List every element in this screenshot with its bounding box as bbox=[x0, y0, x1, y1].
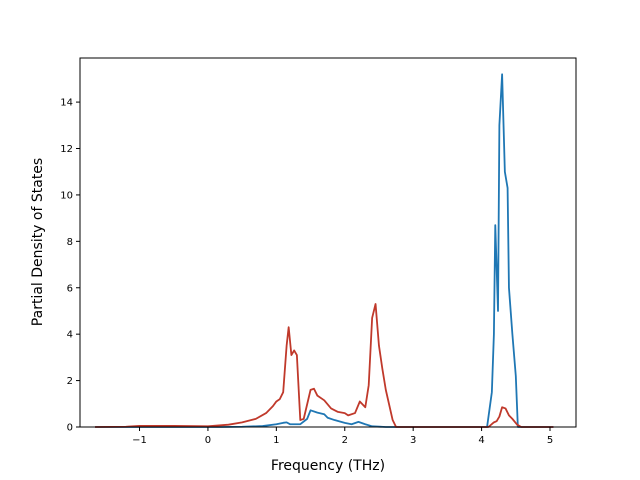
x-tick-label: 5 bbox=[547, 435, 553, 446]
y-tick-label: 12 bbox=[60, 144, 73, 155]
y-tick-label: 6 bbox=[67, 283, 73, 294]
x-tick-label: 2 bbox=[342, 435, 348, 446]
x-tick-label: 0 bbox=[205, 435, 211, 446]
series-layer bbox=[95, 73, 554, 428]
y-tick-label: 0 bbox=[67, 423, 73, 434]
series-line-1 bbox=[95, 73, 554, 428]
y-axis-label: Partial Density of States bbox=[30, 158, 46, 326]
y-tick-label: 8 bbox=[67, 237, 73, 248]
x-tick-label: 1 bbox=[273, 435, 279, 446]
series-line-2 bbox=[95, 303, 554, 428]
x-tick-label: 4 bbox=[478, 435, 484, 446]
y-tick-label: 2 bbox=[67, 376, 73, 387]
y-tick-label: 10 bbox=[60, 190, 73, 201]
y-tick-label: 4 bbox=[67, 330, 73, 341]
plot-frame bbox=[79, 57, 577, 428]
x-tick-label: 3 bbox=[410, 435, 416, 446]
x-tick-label: −1 bbox=[132, 435, 147, 446]
x-axis-label: Frequency (THz) bbox=[271, 458, 385, 474]
y-tick-label: 14 bbox=[60, 98, 73, 109]
